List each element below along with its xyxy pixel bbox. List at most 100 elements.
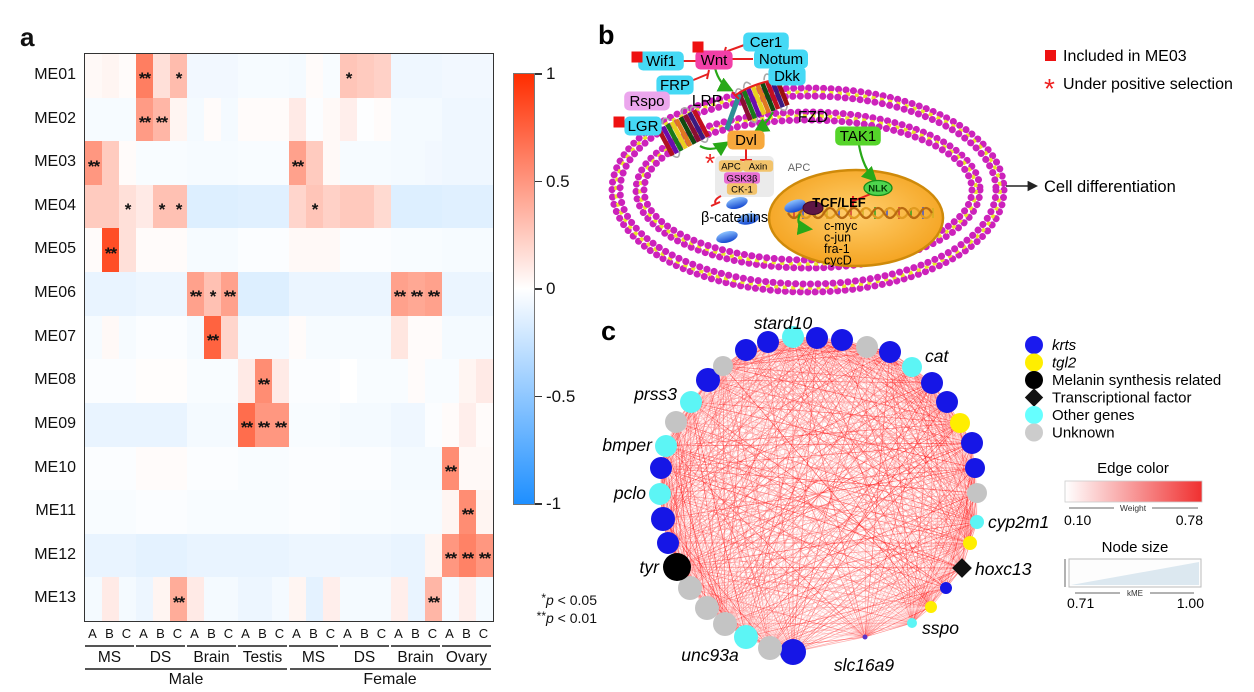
heatmap-cell: [408, 446, 425, 491]
heatmap-column-letter: B: [411, 626, 420, 641]
heatmap-cell: [85, 272, 102, 316]
network-edge: [690, 401, 978, 494]
significance-mark: **: [155, 112, 168, 132]
heatmap-cell: [187, 54, 204, 98]
heatmap-cell: [323, 228, 340, 273]
heatmap-cell: [153, 402, 170, 447]
target-gene-label: c-jun: [824, 231, 851, 245]
network-edge: [659, 493, 866, 638]
network-edge: [722, 365, 976, 469]
heatmap-cell: [255, 97, 272, 142]
pathway-node-cer1: [743, 32, 789, 52]
target-gene-label: cycD: [824, 254, 852, 268]
heatmap-cell: [289, 184, 306, 229]
heatmap-cell: [204, 533, 221, 578]
heatmap-cell: [170, 54, 187, 98]
colorbar-tick: [535, 503, 542, 505]
network-node: [879, 341, 901, 363]
heatmap-cell: [442, 141, 459, 185]
network-node: [831, 329, 853, 351]
heatmap-cell: [374, 402, 391, 447]
pathway-node-label: APC: [721, 162, 741, 173]
network-edge: [969, 467, 976, 544]
network-edge: [675, 382, 933, 423]
network-edge: [662, 518, 963, 569]
heatmap-cell: [408, 54, 425, 98]
network-edge: [707, 379, 794, 653]
heatmap-cell: [357, 359, 374, 403]
heatmap-cell: [255, 184, 272, 229]
heatmap-cell: [136, 97, 153, 142]
size-legend-title: Node size: [1102, 539, 1169, 556]
heatmap-cell: [238, 97, 255, 142]
target-gene-label: fra-1: [824, 242, 850, 256]
network-edge: [722, 365, 932, 608]
heatmap-cell: [238, 184, 255, 229]
heatmap-cell: [459, 315, 476, 360]
heatmap-cell: [408, 315, 425, 360]
legend-swatch-circle-icon: [1025, 371, 1043, 389]
heatmap-cell: [442, 446, 459, 491]
heatmap-cell: [323, 184, 340, 229]
pathway-node-wif1: [638, 51, 684, 71]
heatmap-row-label: ME11: [35, 502, 76, 520]
heatmap-cell: [221, 577, 238, 621]
heatmap-cell: [221, 533, 238, 578]
heatmap-cell: [119, 184, 136, 229]
colorbar-tick: [535, 395, 542, 397]
size-legend-min: 0.71: [1067, 595, 1094, 611]
network-edge: [667, 492, 978, 544]
heatmap-cell: [85, 184, 102, 229]
network-edge: [724, 467, 976, 625]
edge-weight-gradient: [1064, 480, 1203, 503]
heatmap-cell: [459, 533, 476, 578]
edge-legend-axis: Weight: [1120, 503, 1147, 513]
heatmap-cell: [221, 228, 238, 273]
heatmap-cell: [102, 446, 119, 491]
heatmap-cell: [238, 141, 255, 185]
network-edge: [675, 421, 747, 638]
heatmap-column-letter: B: [207, 626, 216, 641]
network-node: [651, 507, 675, 531]
sex-group-underline: [290, 668, 491, 670]
network-edge: [864, 382, 933, 638]
network-edge: [667, 379, 709, 544]
heatmap-cell: [391, 141, 408, 185]
network-edge: [662, 422, 961, 520]
network-edge: [706, 442, 973, 609]
heatmap-cell: [170, 359, 187, 403]
significance-mark: **: [274, 418, 287, 438]
heatmap-cell: [340, 577, 357, 621]
heatmap-cell: [476, 315, 493, 360]
heatmap-cell: [119, 533, 136, 578]
activation-arrows: [699, 67, 878, 236]
heatmap-cell: [442, 402, 459, 447]
significance-mark: **: [444, 461, 457, 481]
heatmap-cell: [221, 446, 238, 491]
heatmap-cell: [323, 533, 340, 578]
heatmap-cell: [476, 402, 493, 447]
target-gene-label: c-myc: [824, 219, 857, 233]
heatmap-cell: [153, 97, 170, 142]
edge-legend-max: 0.78: [1176, 512, 1203, 528]
replicate-group-underline: [187, 645, 236, 647]
heatmap-cell: [340, 54, 357, 98]
heatmap-cell: [204, 446, 221, 491]
colorbar-tick-label: 0.5: [546, 171, 570, 191]
network-edge: [665, 445, 726, 625]
network-edge: [675, 421, 973, 444]
network-node-sspo: [907, 618, 917, 628]
significance-mark: **: [104, 243, 117, 263]
network-node: [695, 596, 719, 620]
network-node-bmper: [655, 435, 677, 457]
pathway-node-label: Cer1: [750, 34, 783, 51]
heatmap-cell: [272, 359, 289, 403]
heatmap-cell: [425, 446, 442, 491]
network-edge: [690, 401, 708, 609]
heatmap-cell: [340, 228, 357, 273]
heatmap-cell: [272, 97, 289, 142]
network-edge: [662, 518, 947, 589]
heatmap-cell: [476, 533, 493, 578]
heatmap-cell: [289, 272, 306, 316]
heatmap-cell: [238, 315, 255, 360]
